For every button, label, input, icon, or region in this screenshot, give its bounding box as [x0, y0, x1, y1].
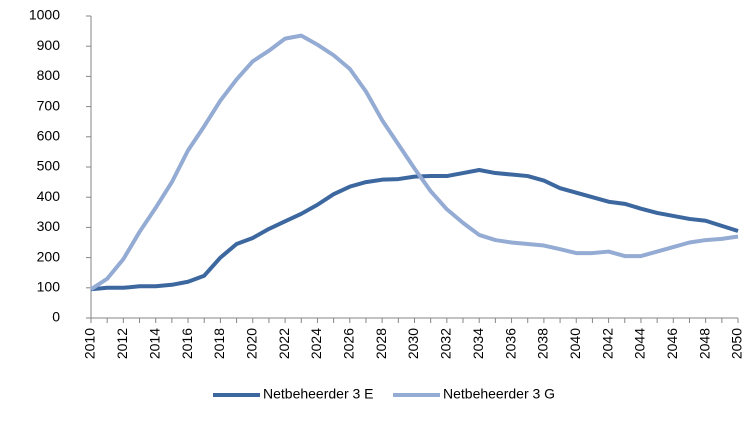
x-tick-label: 2012	[114, 328, 130, 359]
series-line	[90, 168, 739, 292]
y-tick-label: 300	[37, 218, 61, 234]
y-tick-label: 700	[37, 97, 61, 113]
x-tick-label: 2044	[632, 328, 648, 359]
x-tick-label: 2014	[146, 328, 162, 359]
x-tick-label: 2016	[179, 328, 195, 359]
y-tick-label: 0	[52, 309, 60, 325]
y-tick-label: 100	[37, 279, 61, 295]
y-tick-label: 900	[37, 37, 61, 53]
y-tick-label: 200	[37, 248, 61, 264]
y-tick-label: 600	[37, 128, 61, 144]
x-tick-label: 2036	[502, 328, 518, 359]
x-tick-label: 2018	[211, 328, 227, 359]
y-tick-label: 1000	[29, 7, 60, 23]
x-tick-label: 2048	[696, 328, 712, 359]
x-tick-label: 2010	[82, 328, 98, 359]
legend-label: Netbeheerder 3 G	[443, 386, 555, 402]
x-tick-label: 2050	[729, 328, 745, 359]
series-line	[89, 33, 739, 291]
x-tick-label: 2046	[664, 328, 680, 359]
y-tick-label: 500	[37, 158, 61, 174]
x-tick-label: 2030	[405, 328, 421, 359]
legend-label: Netbeheerder 3 E	[263, 386, 374, 402]
x-tick-label: 2042	[599, 328, 615, 359]
x-tick-label: 2032	[438, 328, 454, 359]
x-tick-label: 2040	[567, 328, 583, 359]
x-tick-label: 2022	[276, 328, 292, 359]
x-tick-label: 2034	[470, 328, 486, 359]
x-tick-label: 2020	[243, 328, 259, 359]
x-tick-label: 2024	[308, 328, 324, 359]
x-tick-label: 2026	[341, 328, 357, 359]
y-tick-label: 400	[37, 188, 61, 204]
x-tick-label: 2038	[535, 328, 551, 359]
y-tick-label: 800	[37, 67, 61, 83]
x-tick-label: 2028	[373, 328, 389, 359]
